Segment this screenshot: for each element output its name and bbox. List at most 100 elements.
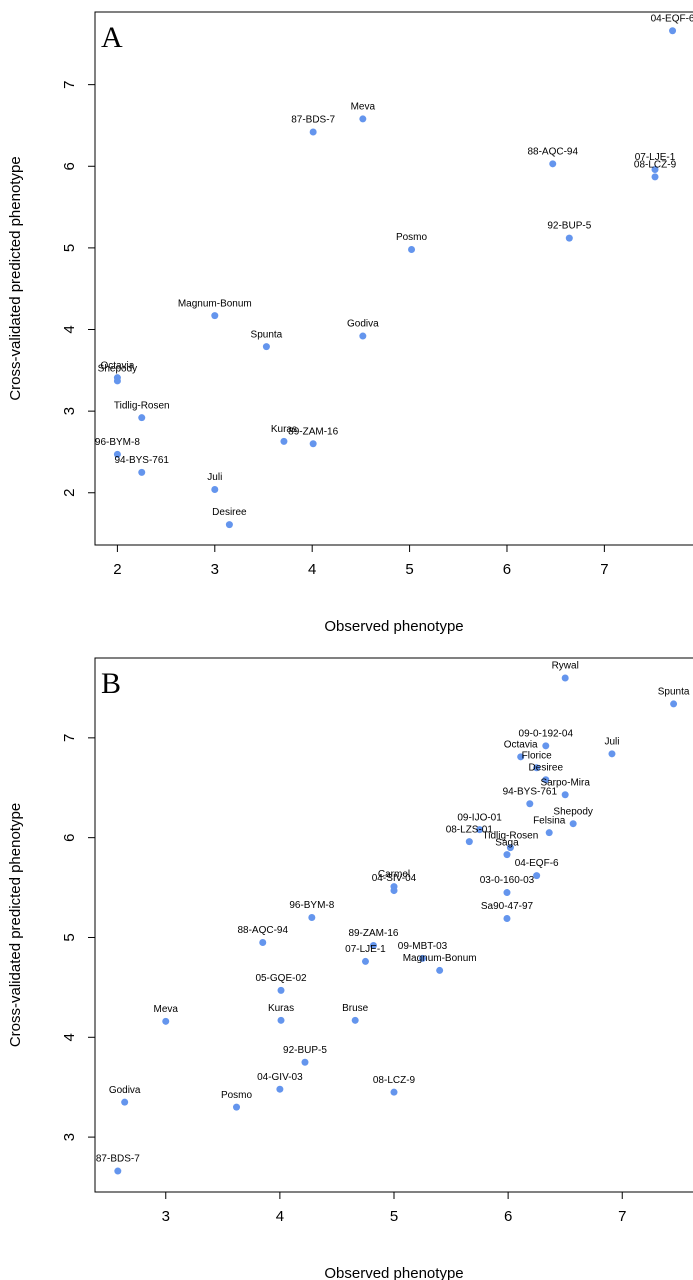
x-axis-label: Observed phenotype: [324, 1265, 463, 1280]
point: [561, 674, 569, 682]
point-label: Felsina: [533, 815, 566, 826]
y-tick-label: 3: [61, 407, 78, 415]
point-label: 04-EQF-6: [515, 858, 559, 869]
point-label: 92-BUP-5: [547, 221, 591, 232]
point-label: Magnum-Bonum: [403, 953, 477, 964]
point-label: Carmel: [378, 869, 410, 880]
point-label: 07-LJE-1: [345, 944, 386, 955]
x-tick-label: 6: [504, 1208, 512, 1225]
x-tick-label: 3: [211, 561, 219, 578]
plot-frame: [94, 657, 693, 1193]
point-label: Shepody: [553, 806, 592, 817]
point: [670, 700, 678, 708]
point-label: Godiva: [109, 1085, 141, 1096]
point: [113, 377, 121, 385]
point-label: Shepody: [98, 364, 137, 375]
x-tick-label: 3: [162, 1208, 170, 1225]
point-label: 09-0-192-04: [519, 728, 574, 739]
point-label: 08-LCZ-9: [634, 160, 677, 171]
point-label: Kuras: [271, 424, 297, 435]
point-label: Spunta: [251, 329, 283, 340]
point: [351, 1016, 359, 1024]
point: [121, 1098, 129, 1106]
point: [359, 332, 367, 340]
point: [608, 750, 616, 758]
point: [533, 764, 541, 772]
y-axis-label: Cross-validated predicted phenotype: [7, 156, 24, 400]
point-label: 96-BYM-8: [289, 900, 334, 911]
point: [561, 791, 569, 799]
point-label: Octavia: [100, 360, 134, 371]
point: [276, 1085, 284, 1093]
point-label: 89-ZAM-16: [288, 426, 338, 437]
point: [506, 844, 514, 852]
point: [545, 829, 553, 837]
point-label: Tidlig-Rosen: [114, 400, 170, 411]
point: [419, 954, 427, 962]
point-label: 03-0-160-03: [480, 875, 535, 886]
point-label: 94-BYS-761: [503, 786, 558, 797]
point: [361, 957, 369, 965]
y-tick-label: 2: [61, 489, 78, 497]
point-label: Tidlig-Rosen: [483, 830, 539, 841]
point: [259, 938, 267, 946]
x-tick-label: 4: [276, 1208, 284, 1225]
y-tick-label: 5: [61, 244, 78, 252]
point: [669, 27, 677, 35]
point: [309, 128, 317, 136]
point: [162, 1017, 170, 1025]
point: [651, 173, 659, 181]
point-label: Saga: [495, 837, 519, 848]
point: [465, 838, 473, 846]
point-label: 09-IJO-01: [457, 812, 502, 823]
y-tick-label: 5: [61, 933, 78, 941]
point: [277, 986, 285, 994]
y-tick-label: 4: [61, 1033, 78, 1041]
point-label: Juli: [207, 472, 222, 483]
point-label: Florice: [522, 750, 552, 761]
point: [262, 343, 270, 351]
point: [569, 820, 577, 828]
point: [308, 914, 316, 922]
y-tick-label: 4: [61, 325, 78, 333]
point-label: Posmo: [396, 232, 428, 243]
point-label: Meva: [351, 102, 376, 113]
panel-label: A: [101, 21, 123, 54]
point: [542, 742, 550, 750]
point: [114, 1167, 122, 1175]
point-label: Magnum-Bonum: [178, 298, 252, 309]
point-label: Spunta: [658, 687, 690, 698]
point: [301, 1058, 309, 1066]
point: [211, 312, 219, 320]
point-label: 04-EQF-6: [651, 13, 693, 24]
point: [138, 468, 146, 476]
point: [138, 414, 146, 422]
y-tick-label: 6: [61, 833, 78, 841]
point: [211, 485, 219, 493]
point-label: 88-AQC-94: [527, 146, 578, 157]
y-tick-label: 7: [61, 734, 78, 742]
point-label: 09-MBT-03: [398, 941, 448, 952]
point: [651, 166, 659, 174]
y-tick-label: 3: [61, 1133, 78, 1141]
point: [408, 246, 416, 254]
point: [503, 889, 511, 897]
point: [436, 966, 444, 974]
plot-frame: [94, 11, 693, 546]
point-label: 04-GIV-03: [257, 1072, 303, 1083]
point: [369, 941, 377, 949]
point-label: 94-BYS-761: [115, 455, 170, 466]
point-label: 07-LJE-1: [635, 152, 676, 163]
point-label: Desiree: [212, 507, 247, 518]
point: [503, 915, 511, 923]
point-label: Juli: [604, 736, 619, 747]
point-label: Rywal: [552, 661, 579, 672]
x-tick-label: 7: [618, 1208, 626, 1225]
x-tick-label: 7: [600, 561, 608, 578]
point: [233, 1103, 241, 1111]
point: [277, 1016, 285, 1024]
point-label: 92-BUP-5: [283, 1045, 327, 1056]
x-tick-label: 5: [390, 1208, 398, 1225]
point: [533, 872, 541, 880]
